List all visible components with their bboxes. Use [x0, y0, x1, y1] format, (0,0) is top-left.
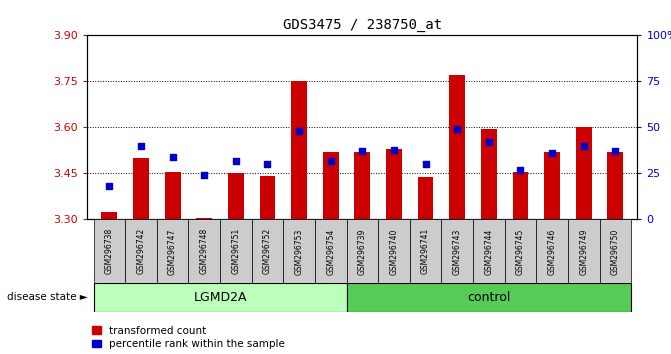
- Bar: [599, 219, 631, 283]
- Text: GSM296746: GSM296746: [548, 228, 556, 275]
- Bar: [568, 219, 599, 283]
- Point: [515, 167, 526, 173]
- Bar: [323, 152, 339, 219]
- Text: GSM296742: GSM296742: [136, 228, 146, 274]
- Bar: [505, 219, 536, 283]
- Point: [104, 183, 115, 189]
- Bar: [354, 152, 370, 219]
- Bar: [346, 283, 631, 312]
- Bar: [93, 283, 346, 312]
- Text: GSM296738: GSM296738: [105, 228, 114, 274]
- Point: [199, 172, 209, 178]
- Point: [389, 147, 399, 152]
- Bar: [417, 177, 433, 219]
- Bar: [157, 219, 189, 283]
- Text: GSM296744: GSM296744: [484, 228, 493, 275]
- Bar: [283, 219, 315, 283]
- Bar: [442, 219, 473, 283]
- Bar: [101, 212, 117, 219]
- Bar: [164, 172, 180, 219]
- Point: [452, 126, 462, 132]
- Bar: [260, 176, 275, 219]
- Text: LGMD2A: LGMD2A: [193, 291, 247, 304]
- Point: [262, 161, 273, 167]
- Bar: [133, 158, 149, 219]
- Bar: [291, 81, 307, 219]
- Point: [167, 154, 178, 160]
- Bar: [481, 129, 497, 219]
- Bar: [189, 219, 220, 283]
- Text: GSM296754: GSM296754: [326, 228, 336, 275]
- Text: GSM296740: GSM296740: [389, 228, 399, 275]
- Point: [420, 161, 431, 167]
- Bar: [513, 172, 528, 219]
- Text: GSM296752: GSM296752: [263, 228, 272, 274]
- Bar: [410, 219, 442, 283]
- Text: control: control: [467, 291, 511, 304]
- Text: GSM296750: GSM296750: [611, 228, 620, 275]
- Text: GSM296753: GSM296753: [295, 228, 303, 275]
- Bar: [450, 75, 465, 219]
- Text: disease state ►: disease state ►: [7, 292, 87, 302]
- Point: [294, 128, 305, 134]
- Bar: [378, 219, 410, 283]
- Point: [357, 149, 368, 154]
- Point: [547, 150, 558, 156]
- Text: GSM296749: GSM296749: [579, 228, 588, 275]
- Point: [484, 139, 495, 145]
- Bar: [346, 219, 378, 283]
- Text: GSM296743: GSM296743: [453, 228, 462, 275]
- Bar: [228, 173, 244, 219]
- Bar: [125, 219, 157, 283]
- Text: GSM296748: GSM296748: [200, 228, 209, 274]
- Point: [325, 158, 336, 164]
- Bar: [197, 218, 212, 219]
- Bar: [252, 219, 283, 283]
- Bar: [576, 127, 592, 219]
- Bar: [220, 219, 252, 283]
- Text: GSM296747: GSM296747: [168, 228, 177, 275]
- Text: GSM296745: GSM296745: [516, 228, 525, 275]
- Bar: [607, 152, 623, 219]
- Point: [578, 143, 589, 149]
- Bar: [386, 149, 402, 219]
- Text: GSM296751: GSM296751: [231, 228, 240, 274]
- Title: GDS3475 / 238750_at: GDS3475 / 238750_at: [282, 18, 442, 32]
- Bar: [544, 152, 560, 219]
- Bar: [93, 219, 125, 283]
- Text: GSM296741: GSM296741: [421, 228, 430, 274]
- Point: [610, 149, 621, 154]
- Bar: [473, 219, 505, 283]
- Point: [136, 143, 146, 149]
- Legend: transformed count, percentile rank within the sample: transformed count, percentile rank withi…: [93, 326, 285, 349]
- Text: GSM296739: GSM296739: [358, 228, 367, 275]
- Bar: [536, 219, 568, 283]
- Point: [230, 158, 241, 164]
- Bar: [315, 219, 346, 283]
